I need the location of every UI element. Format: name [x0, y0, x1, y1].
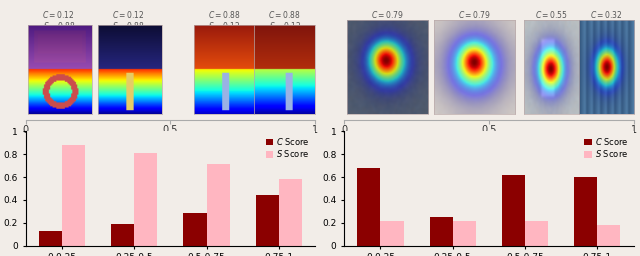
- Bar: [502, 175, 525, 246]
- Bar: [111, 224, 134, 246]
- Text: $C = 0.32$: $C = 0.32$: [589, 8, 623, 19]
- Text: $S = 0.88$: $S = 0.88$: [43, 20, 75, 31]
- Bar: [134, 153, 157, 246]
- Text: $S = 0.32$: $S = 0.32$: [458, 20, 490, 31]
- Text: $S = 0.12$: $S = 0.12$: [269, 20, 301, 31]
- Text: $C = 0.88$: $C = 0.88$: [207, 8, 240, 19]
- Bar: [429, 217, 452, 246]
- Text: $C = 0.79$: $C = 0.79$: [371, 8, 404, 19]
- X-axis label: (c): (c): [482, 137, 496, 147]
- Text: $C = 0.88$: $C = 0.88$: [268, 8, 301, 19]
- Bar: [207, 164, 230, 246]
- Legend: $C$ Score, $S$ Score: $C$ Score, $S$ Score: [265, 135, 311, 160]
- Text: $S = 0.12$: $S = 0.12$: [208, 20, 240, 31]
- Bar: [62, 145, 85, 246]
- Bar: [39, 231, 62, 246]
- Text: $C = 0.55$: $C = 0.55$: [534, 8, 568, 19]
- Bar: [357, 168, 380, 246]
- Bar: [184, 212, 207, 246]
- X-axis label: (a): (a): [163, 137, 177, 147]
- Bar: [279, 179, 302, 246]
- Text: $C = 0.12$: $C = 0.12$: [112, 8, 145, 19]
- Text: $S = 0.88$: $S = 0.88$: [112, 20, 145, 31]
- Bar: [452, 221, 476, 246]
- Bar: [380, 221, 403, 246]
- Bar: [525, 221, 548, 246]
- Bar: [574, 177, 597, 246]
- Text: $C = 0.12$: $C = 0.12$: [42, 8, 76, 19]
- Text: $S = 0.30$: $S = 0.30$: [371, 20, 404, 31]
- Bar: [256, 195, 279, 246]
- Bar: [597, 225, 620, 246]
- Text: $S = 0.32$: $S = 0.32$: [535, 20, 567, 31]
- Text: $C = 0.79$: $C = 0.79$: [458, 8, 491, 19]
- Legend: $C$ Score, $S$ Score: $C$ Score, $S$ Score: [583, 135, 629, 160]
- Text: $S = 0.28$: $S = 0.28$: [590, 20, 622, 31]
